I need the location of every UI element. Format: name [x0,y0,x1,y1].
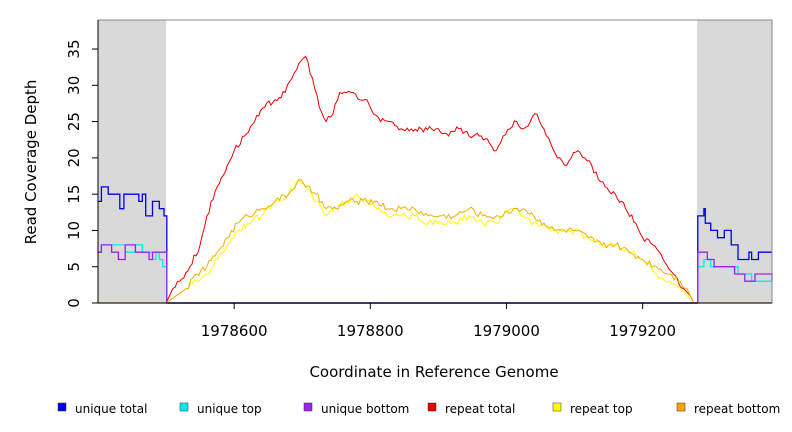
legend-swatch-repeat-top [552,402,562,412]
series-line-repeat-bottom [165,179,698,304]
y-axis-title: Read Coverage Depth [22,80,40,245]
legend-label-unique-bottom: unique bottom [321,402,409,416]
legend-swatch-repeat-total [427,402,437,412]
x-tick-label-1979000: 1979000 [473,322,540,340]
y-tick-label-0: 0 [65,298,83,308]
series-line-unique-total [98,186,772,304]
legend-label-repeat-top: repeat top [570,402,633,416]
x-axis-title: Coordinate in Reference Genome [309,363,558,381]
legend-swatch-unique-total [57,402,67,412]
y-tick-label-20: 20 [65,148,83,167]
legend-label-unique-top: unique top [197,402,262,416]
series-layer [98,55,773,304]
legend-label-repeat-total: repeat total [445,402,515,416]
legend-label-unique-total: unique total [75,402,147,416]
plot-border [97,19,773,304]
y-tick-label-25: 25 [65,112,83,131]
legend-swatch-unique-top [179,402,189,412]
series-line-repeat-total [165,55,698,304]
shaded-region-layer [98,20,772,303]
x-tick-label-1978800: 1978800 [337,322,404,340]
legend-label-repeat-bottom: repeat bottom [694,402,780,416]
y-tick-label-35: 35 [65,39,83,58]
y-tick-label-10: 10 [65,221,83,240]
legend-swatch-repeat-bottom [676,402,686,412]
shaded-region-1 [697,20,772,303]
y-tick-label-30: 30 [65,76,83,95]
series-line-unique-bottom [98,244,773,304]
shaded-region-0 [98,20,167,303]
legend: unique total unique top unique bottom repea… [57,402,780,416]
x-tick-label-1978600: 1978600 [201,322,268,340]
axes-layer: 0 5 10 15 20 25 30 35 1978600 1978800 1979000 19792… [65,19,773,340]
x-tick-label-1979200: 1979200 [609,322,676,340]
series-line-repeat-top [165,178,698,304]
y-tick-label-15: 15 [65,185,83,204]
y-tick-label-5: 5 [65,262,83,272]
legend-swatch-unique-bottom [303,402,313,412]
